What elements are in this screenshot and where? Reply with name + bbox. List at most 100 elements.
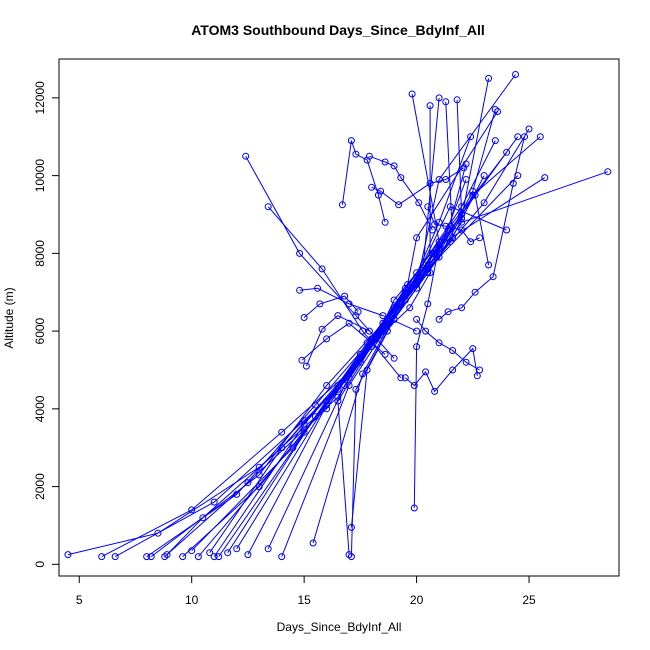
data-point xyxy=(298,356,306,364)
data-point xyxy=(442,98,450,106)
data-point xyxy=(525,125,533,133)
series-line xyxy=(198,136,472,557)
series-line xyxy=(227,206,507,553)
series xyxy=(365,152,436,234)
data-point xyxy=(485,261,493,269)
data-point xyxy=(435,94,443,102)
data-point xyxy=(449,347,457,354)
data-point xyxy=(467,133,475,141)
data-point xyxy=(433,253,441,261)
data-point xyxy=(521,133,528,141)
data-point xyxy=(435,253,443,261)
data-point xyxy=(473,372,481,380)
data-point xyxy=(244,479,252,487)
data-point xyxy=(300,314,308,321)
data-point xyxy=(458,304,466,312)
series xyxy=(147,137,499,561)
data-point xyxy=(449,366,457,374)
data-point xyxy=(264,203,272,211)
x-tick-label: 5 xyxy=(76,593,83,607)
y-tick-label: 8000 xyxy=(33,240,47,267)
series-line xyxy=(191,175,485,552)
data-point xyxy=(224,549,232,557)
series-line xyxy=(341,140,386,223)
series xyxy=(210,174,549,561)
data-point xyxy=(188,547,196,555)
data-point xyxy=(604,168,612,176)
data-point xyxy=(345,551,353,559)
series xyxy=(215,168,612,561)
data-point xyxy=(345,319,353,327)
data-point xyxy=(368,183,376,191)
data-point xyxy=(381,158,389,166)
data-point xyxy=(462,160,470,168)
series-line xyxy=(101,109,496,558)
series-line xyxy=(371,167,465,206)
series xyxy=(435,133,528,323)
data-point xyxy=(491,137,499,145)
data-point xyxy=(397,174,405,182)
data-point xyxy=(64,551,72,559)
data-point xyxy=(489,273,497,281)
data-point xyxy=(442,176,450,183)
data-point xyxy=(347,137,355,145)
data-point xyxy=(462,358,470,366)
series xyxy=(161,71,519,561)
data-point xyxy=(352,150,360,158)
data-point xyxy=(397,374,405,382)
data-point xyxy=(179,553,187,561)
data-point xyxy=(372,335,380,343)
data-point xyxy=(410,382,418,389)
data-point xyxy=(413,284,421,292)
data-point xyxy=(417,269,425,277)
series-line xyxy=(245,155,395,359)
y-tick-label: 6000 xyxy=(33,317,47,344)
y-tick-label: 0 xyxy=(33,561,47,568)
data-point xyxy=(347,523,355,531)
data-point xyxy=(233,545,241,553)
data-point xyxy=(509,179,517,187)
series-line xyxy=(413,179,467,509)
data-point xyxy=(426,179,434,187)
data-point xyxy=(161,553,169,561)
data-point xyxy=(111,553,119,561)
data-point xyxy=(210,553,218,561)
series-line xyxy=(301,322,386,361)
data-point xyxy=(300,420,308,428)
data-point xyxy=(314,284,322,292)
data-point xyxy=(541,174,549,182)
data-point xyxy=(395,201,403,209)
data-point xyxy=(435,176,443,183)
series-line xyxy=(281,101,454,557)
data-point xyxy=(300,428,308,436)
series xyxy=(298,319,389,364)
data-point xyxy=(476,234,484,242)
data-point xyxy=(215,553,223,561)
data-point xyxy=(143,553,151,561)
data-point xyxy=(404,281,412,288)
y-tick-label: 4000 xyxy=(33,395,47,422)
data-point xyxy=(401,374,409,382)
data-point xyxy=(188,506,196,514)
data-point xyxy=(318,265,326,273)
data-point xyxy=(278,553,286,561)
data-point xyxy=(426,269,434,277)
data-point xyxy=(444,308,452,316)
series xyxy=(347,108,502,561)
series xyxy=(309,96,466,547)
data-point xyxy=(363,366,371,374)
data-point xyxy=(244,551,252,559)
series xyxy=(368,164,468,209)
data-point xyxy=(446,203,454,211)
data-point xyxy=(334,397,342,405)
x-axis-label: Days_Since_BdyInf_All xyxy=(277,620,402,634)
series xyxy=(413,315,484,374)
data-point xyxy=(296,286,304,294)
data-point xyxy=(413,277,421,285)
data-point xyxy=(316,300,324,308)
data-point xyxy=(383,327,391,335)
data-point xyxy=(422,368,430,376)
data-point xyxy=(341,292,349,300)
chart-title: ATOM3 Southbound Days_Since_BdyInf_All xyxy=(191,22,485,38)
data-point xyxy=(334,312,342,320)
